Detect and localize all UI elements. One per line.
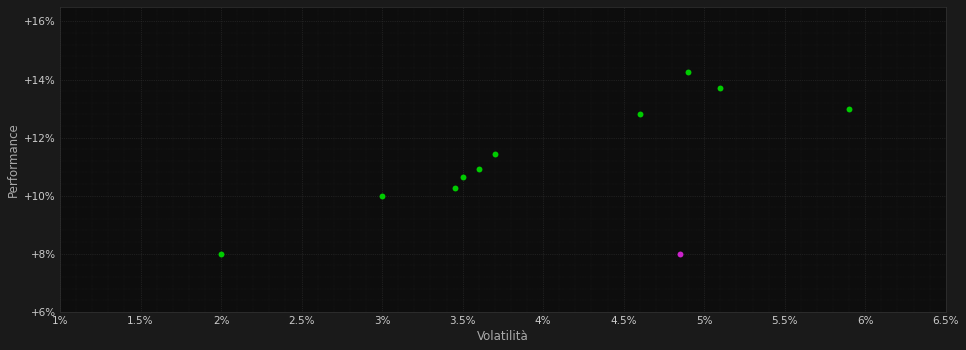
Point [455, 174, 470, 180]
Point [841, 106, 857, 111]
Point [487, 151, 502, 156]
Point [447, 186, 463, 191]
Point [680, 69, 696, 75]
Point [713, 85, 728, 91]
Point [672, 251, 688, 257]
Point [213, 251, 229, 257]
Point [471, 167, 487, 172]
X-axis label: Volatilità: Volatilità [477, 330, 528, 343]
Y-axis label: Performance: Performance [7, 122, 20, 197]
Point [632, 112, 647, 117]
Point [375, 193, 390, 198]
